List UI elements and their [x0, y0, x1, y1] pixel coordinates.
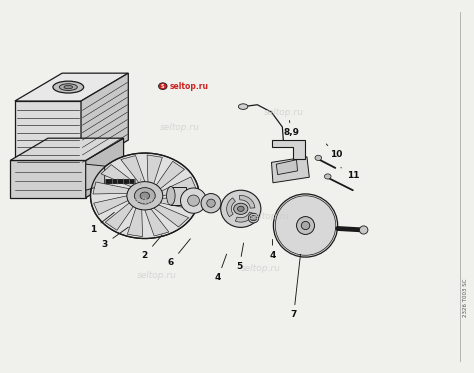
Ellipse shape: [273, 194, 337, 257]
Text: seltop.ru: seltop.ru: [132, 197, 172, 206]
Circle shape: [140, 192, 150, 200]
Polygon shape: [94, 196, 128, 215]
Ellipse shape: [188, 195, 200, 206]
Text: seltop.ru: seltop.ru: [241, 264, 281, 273]
Circle shape: [250, 216, 257, 221]
Ellipse shape: [248, 213, 259, 223]
Text: 4: 4: [215, 254, 227, 282]
Polygon shape: [156, 161, 184, 189]
Ellipse shape: [201, 194, 221, 213]
Ellipse shape: [59, 84, 77, 90]
Text: 3: 3: [101, 227, 128, 248]
Polygon shape: [145, 209, 169, 236]
Polygon shape: [276, 160, 298, 175]
Polygon shape: [227, 198, 236, 217]
Circle shape: [315, 155, 321, 160]
Polygon shape: [235, 212, 254, 222]
Polygon shape: [239, 195, 255, 208]
Ellipse shape: [53, 81, 83, 93]
Text: seltop.ru: seltop.ru: [169, 82, 209, 91]
Polygon shape: [272, 157, 310, 183]
Ellipse shape: [301, 222, 310, 230]
Ellipse shape: [221, 190, 261, 228]
Ellipse shape: [238, 104, 248, 109]
Text: 1: 1: [90, 212, 114, 234]
Text: 2326 T003 SC: 2326 T003 SC: [463, 279, 468, 317]
Circle shape: [91, 153, 199, 238]
Ellipse shape: [207, 199, 215, 207]
Polygon shape: [154, 205, 189, 227]
Text: 5: 5: [236, 243, 244, 271]
Ellipse shape: [297, 217, 315, 235]
Circle shape: [324, 174, 331, 179]
Polygon shape: [121, 156, 145, 182]
Circle shape: [127, 182, 163, 210]
Polygon shape: [15, 73, 128, 101]
Circle shape: [158, 83, 167, 90]
Polygon shape: [171, 186, 186, 205]
Polygon shape: [10, 160, 86, 198]
Polygon shape: [86, 138, 124, 198]
Text: 2: 2: [142, 235, 162, 260]
Polygon shape: [162, 177, 196, 196]
Polygon shape: [147, 155, 163, 184]
Text: 6: 6: [168, 239, 191, 267]
Polygon shape: [86, 164, 105, 190]
Polygon shape: [10, 138, 124, 160]
Polygon shape: [15, 101, 81, 168]
Polygon shape: [160, 198, 197, 210]
Polygon shape: [93, 182, 129, 194]
Text: seltop.ru: seltop.ru: [137, 271, 177, 280]
Ellipse shape: [359, 226, 368, 234]
Text: 10: 10: [326, 144, 342, 159]
Text: S: S: [161, 84, 164, 89]
Polygon shape: [128, 208, 143, 236]
Polygon shape: [105, 203, 133, 230]
Ellipse shape: [181, 188, 207, 213]
Ellipse shape: [64, 85, 73, 89]
Ellipse shape: [166, 186, 175, 205]
Text: 11: 11: [341, 167, 359, 180]
Polygon shape: [101, 164, 136, 187]
Polygon shape: [81, 73, 128, 168]
Text: 7: 7: [291, 254, 301, 319]
Text: 8,9: 8,9: [283, 120, 300, 137]
Text: seltop.ru: seltop.ru: [160, 123, 200, 132]
Text: seltop.ru: seltop.ru: [264, 108, 304, 117]
Text: seltop.ru: seltop.ru: [250, 212, 290, 221]
Circle shape: [135, 188, 155, 204]
Polygon shape: [272, 140, 305, 159]
Circle shape: [234, 203, 248, 214]
Text: 4: 4: [269, 239, 276, 260]
Circle shape: [237, 206, 244, 211]
